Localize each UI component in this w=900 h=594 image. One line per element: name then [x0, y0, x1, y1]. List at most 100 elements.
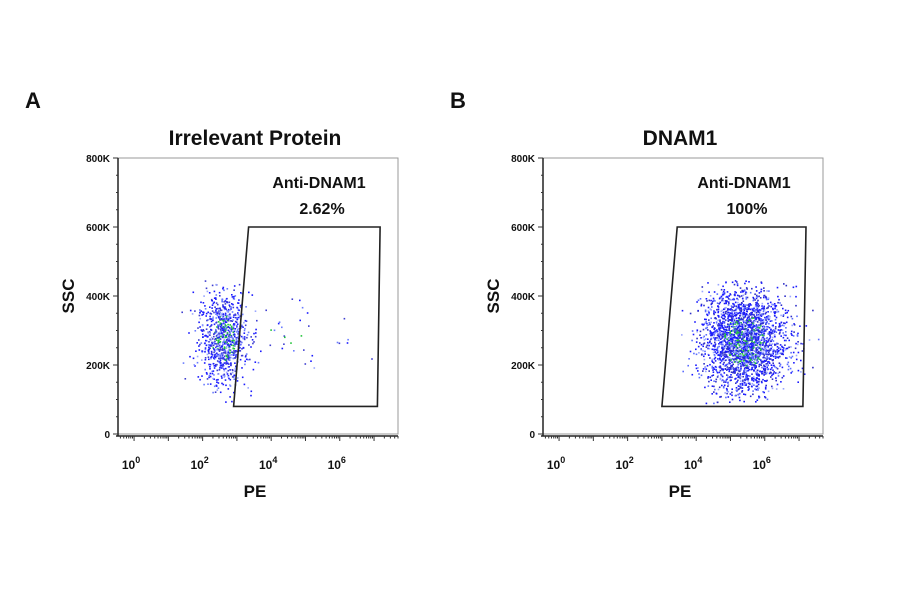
data-point: [751, 356, 753, 359]
data-point: [748, 324, 750, 327]
data-point: [708, 347, 711, 350]
data-point: [734, 355, 737, 357]
data-point: [730, 336, 733, 338]
data-point: [207, 383, 209, 385]
data-point: [256, 319, 258, 322]
data-point: [752, 380, 755, 382]
data-point: [722, 369, 724, 372]
data-point: [218, 339, 220, 341]
data-point: [765, 330, 767, 332]
data-point: [203, 295, 205, 297]
data-point: [756, 359, 758, 362]
data-point: [761, 337, 763, 340]
data-point: [230, 363, 232, 366]
x-tick-base: 10: [547, 458, 561, 472]
data-point: [210, 313, 213, 315]
data-point: [777, 301, 779, 304]
data-point: [223, 333, 225, 336]
data-point: [722, 331, 724, 333]
data-point: [720, 355, 723, 358]
data-point: [773, 314, 776, 317]
data-point: [755, 302, 757, 304]
data-point: [757, 352, 759, 354]
data-point: [714, 365, 717, 368]
data-point: [265, 309, 267, 312]
data-point: [232, 328, 234, 330]
data-point: [784, 322, 786, 325]
data-point: [783, 322, 785, 324]
data-point: [764, 380, 766, 382]
data-point: [201, 350, 203, 352]
data-point: [782, 307, 784, 310]
data-point: [724, 316, 726, 318]
data-point: [745, 359, 747, 362]
data-point: [777, 295, 779, 298]
data-point: [225, 324, 227, 327]
data-point: [224, 351, 227, 353]
data-point: [724, 392, 726, 394]
data-point: [694, 321, 696, 323]
x-tick-base: 10: [259, 458, 273, 472]
gate-polygon[interactable]: [232, 226, 381, 408]
x-tick-exponent: 6: [766, 455, 771, 465]
data-point: [751, 327, 754, 329]
gate-polygon[interactable]: [661, 226, 807, 408]
data-point: [768, 337, 771, 340]
data-point: [710, 303, 713, 306]
data-point: [228, 345, 231, 348]
data-point: [212, 356, 215, 358]
data-point: [210, 336, 213, 339]
data-point: [219, 367, 221, 369]
gate-name: Anti-DNAM1: [697, 175, 790, 192]
y-tick-label: 800K: [511, 154, 536, 165]
data-point: [767, 346, 769, 349]
data-point: [746, 353, 749, 355]
data-point: [762, 306, 764, 309]
data-point: [723, 335, 725, 337]
data-point: [790, 357, 792, 359]
data-point: [742, 363, 744, 366]
data-point: [734, 323, 736, 325]
data-point: [227, 351, 229, 354]
data-point: [245, 354, 247, 357]
data-point: [758, 292, 761, 294]
data-point: [743, 373, 745, 375]
data-point: [721, 341, 724, 344]
data-point: [767, 311, 769, 313]
data-point: [729, 309, 732, 311]
data-point: [748, 353, 751, 355]
data-point: [757, 354, 760, 357]
data-point: [746, 344, 749, 346]
data-point: [760, 359, 762, 361]
data-point: [743, 371, 745, 374]
data-point: [209, 334, 211, 336]
data-point: [227, 311, 229, 314]
data-point: [740, 357, 742, 359]
data-point: [205, 344, 208, 347]
data-point: [712, 331, 715, 334]
data-point: [752, 344, 754, 346]
data-point: [747, 380, 749, 382]
data-point: [718, 327, 720, 329]
data-point: [763, 354, 765, 356]
data-point: [746, 345, 748, 348]
data-point: [805, 325, 808, 327]
data-point: [736, 281, 738, 283]
data-point: [243, 336, 246, 338]
data-point: [733, 319, 736, 322]
data-point: [745, 346, 748, 349]
data-point: [750, 313, 753, 316]
data-point: [722, 285, 724, 288]
data-point: [223, 307, 226, 309]
data-point: [182, 362, 185, 364]
data-point: [703, 339, 706, 341]
data-point: [707, 341, 709, 344]
data-point: [218, 310, 220, 312]
data-point: [745, 349, 747, 351]
data-point: [746, 319, 748, 321]
data-point: [761, 370, 764, 373]
data-point: [776, 346, 779, 348]
data-point: [714, 311, 717, 314]
data-point: [745, 377, 748, 379]
data-point: [224, 349, 227, 352]
